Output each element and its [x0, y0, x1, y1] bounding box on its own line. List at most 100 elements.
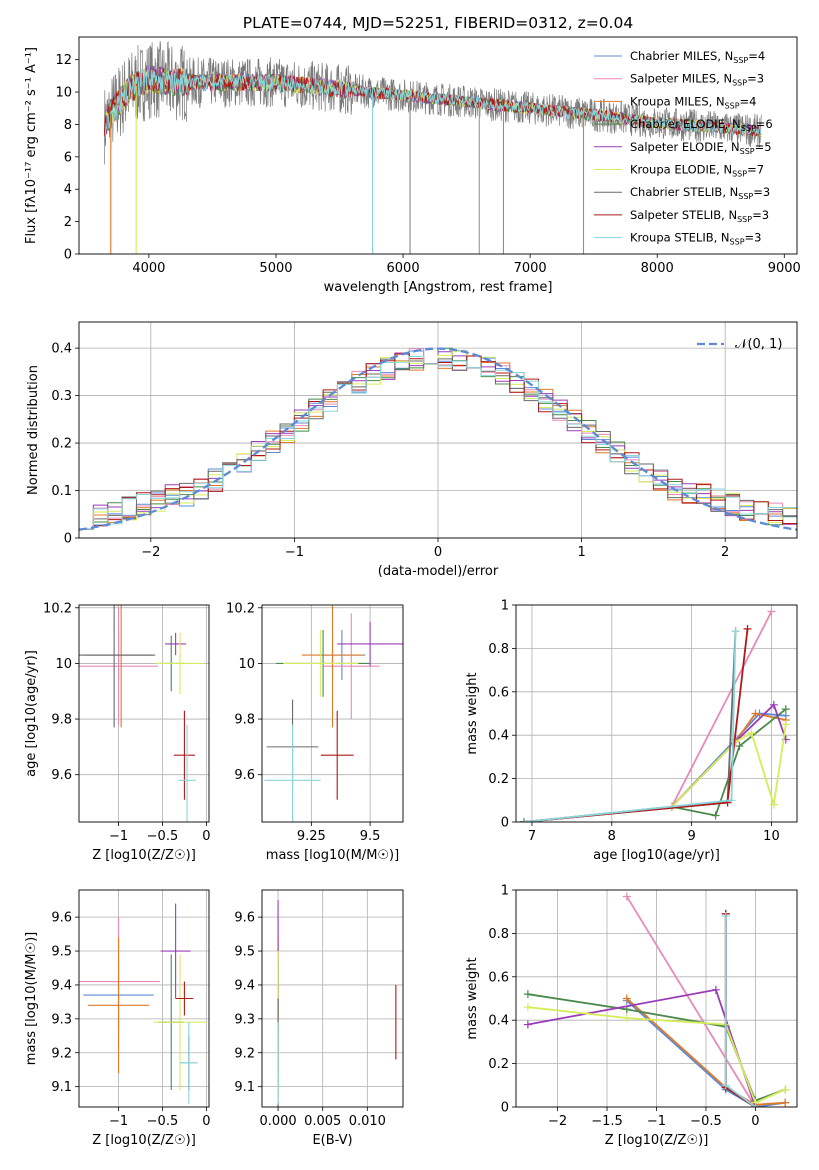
x-tick-label: −0.5	[147, 829, 179, 844]
weight-line	[523, 630, 737, 822]
weight-marker	[721, 912, 730, 921]
y-tick-label: 9.5	[51, 945, 72, 960]
errorbar-group	[79, 903, 207, 1104]
weight-line	[724, 913, 756, 1107]
spectrum-lines	[103, 40, 762, 254]
x-tick-label: 6000	[387, 261, 420, 276]
y-tick-label: 1	[501, 884, 509, 899]
weight-marker	[735, 742, 744, 751]
y-tick-label: 9.1	[51, 1080, 72, 1095]
y-axis-label: mass weight	[465, 957, 480, 1039]
chart-title: PLATE=0744, MJD=52251, FIBERID=0312, z=0…	[243, 14, 633, 32]
weight-marker	[781, 1085, 790, 1094]
x-tick-label: 1	[577, 545, 585, 560]
legend-label: Kroupa ELODIE, NSSP=7	[630, 163, 764, 179]
x-tick-label: 0	[434, 545, 442, 560]
x-axis-label: (data-model)/error	[378, 564, 499, 579]
y-tick-label: 9.6	[234, 768, 255, 783]
y-tick-label: 10	[238, 657, 255, 672]
y-tick-label: 0	[501, 816, 509, 831]
legend-label: Salpeter STELIB, NSSP=3	[630, 208, 769, 224]
x-tick-label: 9.25	[297, 829, 326, 844]
legend-label: Salpeter ELODIE, NSSP=5	[630, 140, 772, 156]
y-tick-label: 0.1	[51, 484, 72, 499]
weight-marker	[622, 892, 631, 901]
y-tick-label: 9.4	[234, 978, 255, 993]
x-tick-label: −1	[285, 545, 304, 560]
weight-line	[626, 896, 757, 1107]
x-tick-label: 9.5	[360, 829, 381, 844]
weight-marker	[523, 990, 532, 999]
y-tick-label: 0.8	[488, 927, 509, 942]
weight-marker	[743, 624, 752, 633]
y-tick-label: 10.2	[43, 601, 72, 616]
x-tick-label: 0	[202, 1114, 210, 1129]
x-tick-label: 0.005	[304, 1114, 341, 1129]
y-tick-label: 9.4	[51, 978, 72, 993]
legend-label: Salpeter MILES, NSSP=3	[630, 72, 764, 88]
weight-marker	[721, 1081, 730, 1090]
y-tick-label: 9.6	[51, 768, 72, 783]
errorbar-group	[264, 605, 403, 822]
y-tick-label: 0.4	[51, 342, 72, 357]
x-axis-label: mass [log10(M/M☉)]	[266, 848, 399, 863]
weight-line	[523, 724, 787, 822]
weight-marker	[711, 811, 720, 820]
weight-marker	[523, 1003, 532, 1012]
x-tick-label: −0.5	[147, 1114, 179, 1129]
weight-marker	[747, 729, 756, 738]
y-tick-label: 0.8	[488, 642, 509, 657]
x-axis-label: Z [log10(Z/Z☉)]	[605, 1133, 709, 1148]
weight-vs-Z-chart: −2 −1.5 −1 −0.5 0 0 0.2 0.4 0.6 0.8 1 Z [log10(Z/Z☉…	[465, 884, 798, 1148]
x-tick-label: −1	[109, 829, 128, 844]
age-vs-Z-chart: −1 −0.5 0 9.6 9.8 10 10.2 Z [log10(Z/Z☉)] age [l…	[24, 601, 211, 863]
y-tick-label: 0.4	[488, 729, 509, 744]
weight-lines	[519, 607, 790, 822]
errorbar-group	[79, 605, 204, 822]
legend-label: Kroupa STELIB, NSSP=3	[630, 231, 761, 247]
y-tick-label: 9.8	[234, 713, 255, 728]
x-axis-label: age [log10(age/yr)]	[593, 848, 720, 863]
weight-marker	[781, 1098, 790, 1107]
x-tick-label: −1.5	[591, 1114, 623, 1129]
y-axis-label: Flux [fλ10⁻¹⁷ erg cm⁻² s⁻¹ A⁻¹]	[24, 47, 39, 244]
weight-marker	[622, 1014, 631, 1023]
legend-label: Chabrier MILES, NSSP=4	[630, 49, 765, 65]
y-tick-label: 9.2	[51, 1046, 72, 1061]
x-tick-label: 8	[608, 829, 616, 844]
weight-marker	[622, 994, 631, 1003]
legend-label: Chabrier ELODIE, NSSP=6	[630, 117, 773, 133]
weight-line	[523, 630, 737, 822]
y-tick-label: 0	[501, 1101, 509, 1116]
weight-marker	[731, 627, 740, 636]
x-tick-label: −1	[109, 1114, 128, 1129]
x-axis-label: wavelength [Angstrom, rest frame]	[324, 280, 553, 295]
y-tick-label: 8	[64, 118, 72, 133]
x-axis-label: E(B-V)	[312, 1133, 352, 1148]
plot-frame	[261, 889, 404, 1108]
legend-label: 𝒩(0, 1)	[735, 337, 782, 352]
weight-vs-age-chart: 7 8 9 10 0 0.2 0.4 0.6 0.8 1 age [log10(age/yr)] ma…	[465, 599, 798, 863]
x-tick-label: 8000	[641, 261, 674, 276]
y-tick-label: 0.4	[488, 1014, 509, 1029]
x-tick-label: 9000	[768, 261, 801, 276]
y-tick-label: 9.8	[51, 713, 72, 728]
x-tick-label: 10	[763, 829, 780, 844]
x-axis-label: Z [log10(Z/Z☉)]	[92, 1133, 196, 1148]
x-tick-label: 7000	[514, 261, 547, 276]
legend-label: Kroupa MILES, NSSP=4	[630, 94, 756, 110]
weight-lines	[523, 892, 790, 1107]
weight-marker	[727, 796, 736, 805]
weight-line	[523, 703, 787, 822]
weight-line	[724, 916, 756, 1107]
model-spectrum-line	[103, 68, 762, 139]
weight-line	[523, 712, 786, 822]
legend-label: Chabrier STELIB, NSSP=3	[630, 185, 770, 201]
y-tick-label: 9.2	[234, 1046, 255, 1061]
y-tick-label: 9.6	[234, 911, 255, 926]
x-tick-label: −1	[647, 1114, 666, 1129]
plot-frame	[78, 889, 210, 1108]
normal-curve	[79, 347, 797, 531]
y-tick-label: 9.3	[234, 1012, 255, 1027]
